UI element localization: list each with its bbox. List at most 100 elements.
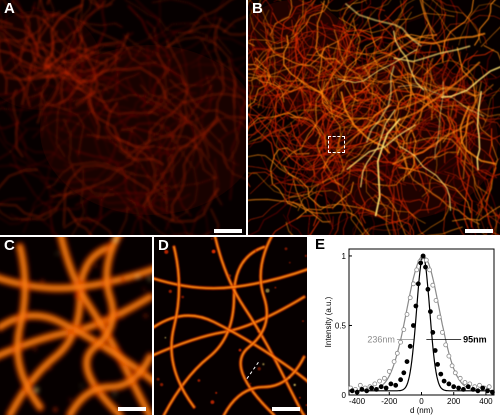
storm-data-point: [435, 362, 441, 367]
filament: [393, 45, 471, 63]
filament: [349, 67, 374, 136]
filament: [315, 96, 394, 137]
filament: [104, 126, 169, 210]
zoom-region-box: [328, 136, 345, 153]
bright-spot: [288, 377, 290, 379]
filament: [301, 24, 359, 79]
storm-data-point: [415, 281, 421, 287]
filament: [294, 91, 377, 169]
bright-spot: [69, 398, 72, 401]
bright-spot: [302, 320, 304, 322]
filament-network-upper: [0, 0, 160, 158]
widefield-data-point: [372, 381, 378, 387]
panel-b-micrograph: [248, 0, 500, 235]
panel-c-scale-bar: [118, 407, 146, 411]
filament: [362, 34, 438, 70]
filament: [165, 39, 188, 145]
widefield-data-point: [386, 368, 392, 374]
filament: [151, 204, 189, 235]
filament: [248, 75, 321, 93]
filament: [441, 179, 500, 218]
bright-spot: [49, 337, 53, 341]
widefield-data-point: [449, 363, 455, 369]
widefield-data-point: [407, 295, 413, 301]
filament: [39, 218, 53, 235]
filament: [0, 209, 59, 221]
filament: [248, 71, 308, 143]
filament: [458, 84, 500, 96]
filament: [249, 3, 276, 88]
filament: [455, 97, 494, 178]
filament: [66, 206, 92, 235]
panel-d-zoom-super-resolution: D: [154, 237, 307, 415]
widefield-data-point: [436, 314, 442, 320]
filament: [339, 0, 364, 35]
filament: [146, 44, 218, 106]
storm-data-point: [374, 386, 379, 392]
filament: [264, 21, 362, 52]
filament: [248, 93, 289, 120]
filament: [321, 119, 392, 171]
filament: [374, 194, 391, 235]
bright-spot: [254, 250, 257, 252]
filament: [434, 119, 475, 214]
filament: [222, 16, 246, 33]
filament: [62, 83, 128, 111]
filament: [208, 129, 246, 180]
filament: [77, 0, 107, 82]
filament: [154, 268, 307, 290]
filament: [352, 16, 378, 92]
filament: [392, 120, 475, 165]
filament: [82, 22, 158, 65]
filament: [248, 64, 272, 86]
filament: [49, 206, 58, 235]
bright-spot: [136, 275, 140, 279]
bright-spot: [148, 277, 152, 281]
filament: [333, 29, 387, 106]
filament: [22, 111, 134, 124]
filament: [248, 154, 307, 214]
filament: [285, 29, 300, 114]
panel-b-super-resolution-image: B: [248, 0, 500, 235]
filament: [343, 36, 383, 102]
filament: [248, 114, 261, 188]
filament: [125, 122, 176, 162]
filament: [404, 32, 486, 45]
filament: [322, 104, 392, 169]
widefield-data-point: [394, 350, 400, 356]
filament: [1, 32, 51, 82]
filament: [0, 10, 61, 43]
storm-data-point: [418, 260, 424, 266]
filament: [310, 0, 319, 49]
filament: [37, 16, 87, 84]
filament: [76, 32, 129, 73]
y-tick-label: 0.5: [335, 321, 347, 330]
bright-spot: [21, 334, 24, 338]
filament: [0, 27, 25, 49]
filament: [365, 85, 448, 136]
filament: [265, 40, 339, 67]
filament: [265, 28, 309, 92]
storm-data-point: [456, 385, 462, 391]
bright-spot: [304, 254, 307, 257]
bright-spot: [265, 288, 270, 293]
filament: [280, 0, 313, 49]
filament: [286, 101, 333, 179]
filament: [248, 104, 300, 161]
filament: [431, 0, 482, 44]
filament: [142, 114, 192, 208]
filament: [85, 123, 117, 226]
bright-spot: [19, 404, 21, 406]
filament: [268, 3, 314, 71]
filament: [398, 167, 472, 214]
bright-spot: [227, 274, 232, 278]
filament: [303, 97, 358, 136]
bright-spot: [80, 384, 83, 387]
filament: [107, 91, 197, 165]
bright-spot: [70, 328, 74, 333]
filament: [362, 162, 426, 224]
storm-data-point: [423, 264, 428, 270]
filament: [163, 246, 265, 415]
chart-axes: -400 -200 0 200 400 0 0.5 1 d (nm) Intensity (a.u…: [324, 248, 495, 415]
storm-data-point: [465, 384, 471, 390]
